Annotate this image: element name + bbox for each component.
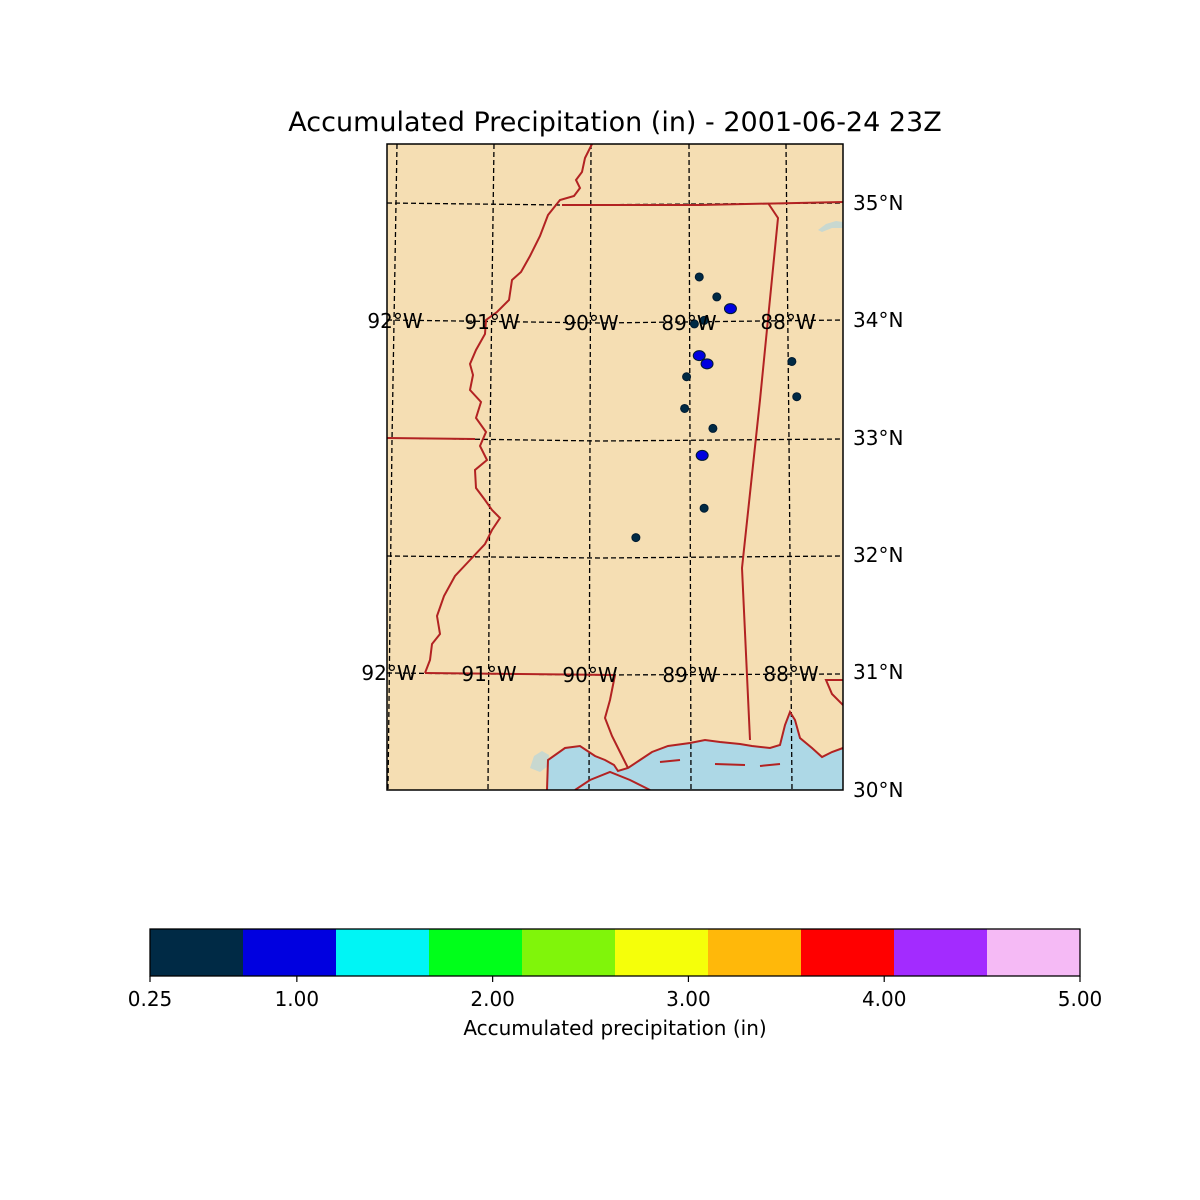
lon-label-90w-upper: 90°W [563,311,618,335]
map-panel: 35°N 34°N 33°N 32°N 31°N 30°N 92°W 91°W … [361,143,903,802]
state-boundaries [387,144,843,790]
colorbar-cell-8 [801,929,895,976]
tennessee-river-water [818,221,843,232]
mississippi-alabama-boundary [740,202,780,741]
colorbar-tick-label-1: 0.25 [128,987,173,1011]
land-area [387,144,843,790]
lat-label-30n: 30°N [853,778,903,802]
precip-cell-13 [792,392,802,402]
lat-label-34n: 34°N [853,308,903,332]
colorbar-frame [149,928,1081,977]
colorbar-cell-6 [615,929,709,976]
colorbar-tick-label-6: 5.00 [1058,987,1103,1011]
lon-label-89w-upper: 89°W [661,311,716,335]
precip-cell-6 [692,350,706,362]
precip-cell-3 [712,292,722,302]
colorbar: 0.25 1.00 2.00 3.00 4.00 5.00 Accumulated pre… [128,928,1103,1040]
tennessee-mississippi-boundary [562,201,843,206]
figure-title: Accumulated Precipitation (in) - 2001-06… [288,107,941,138]
colorbar-cells [150,929,1081,976]
colorbar-ticks: 0.25 1.00 2.00 3.00 4.00 5.00 [128,976,1103,1011]
precip-cell-9 [680,403,690,413]
lake-pontchartrain-water [530,751,549,772]
colorbar-cell-7 [708,929,802,976]
lon-label-91w-lower: 91°W [461,662,516,686]
lon-label-92w-lower: 92°W [361,661,416,685]
lat-label-31n: 31°N [853,660,903,684]
delta-coast [574,770,651,790]
colorbar-cell-2 [243,929,337,976]
pearl-river-boundary [603,674,629,769]
precip-cell-14 [699,503,709,513]
precipitation-cells [631,272,802,543]
precip-cell-5 [689,319,699,329]
arkansas-louisiana-boundary [387,437,476,440]
lon-label-88w-upper: 88°W [760,310,815,334]
longitude-labels-lower: 92°W 91°W 90°W 89°W 88°W [361,661,818,687]
mobile-bay-east-shore [824,679,843,706]
precip-cell-11 [708,423,718,433]
lon-label-90w-lower: 90°W [562,663,617,687]
map-frame [386,143,844,791]
lon-label-92w-upper: 92°W [367,309,422,333]
lat-label-32n: 32°N [853,543,903,567]
gulf-coastline [546,709,843,790]
colorbar-cell-9 [894,929,988,976]
colorbar-cell-5 [522,929,616,976]
lat-label-35n: 35°N [853,191,903,215]
colorbar-tick-label-4: 3.00 [666,987,711,1011]
precip-cell-15 [631,533,641,543]
mississippi-river-boundary [424,144,593,674]
colorbar-tick-label-3: 2.00 [470,987,515,1011]
colorbar-cell-1 [150,929,244,976]
lat-label-33n: 33°N [853,426,903,450]
precip-cell-8 [682,372,692,382]
precip-cell-7 [700,358,714,370]
barrier-islands [659,759,781,767]
colorbar-cell-3 [336,929,430,976]
colorbar-tick-label-5: 4.00 [862,987,907,1011]
precip-cell-10 [695,449,709,461]
colorbar-label: Accumulated precipitation (in) [463,1016,766,1040]
lon-label-91w-upper: 91°W [464,310,519,334]
lon-label-88w-lower: 88°W [763,662,818,686]
precip-cell-1 [694,272,704,282]
longitude-labels-upper: 92°W 91°W 90°W 89°W 88°W [367,309,815,335]
louisiana-31n-boundary [424,672,616,676]
precip-cell-4 [699,315,709,325]
colorbar-tick-label-2: 1.00 [275,987,320,1011]
colorbar-cell-4 [429,929,523,976]
precip-cell-12 [787,356,797,366]
colorbar-cell-10 [987,929,1081,976]
precip-cell-2 [723,303,737,315]
lon-label-89w-lower: 89°W [662,663,717,687]
latitude-labels: 35°N 34°N 33°N 32°N 31°N 30°N [853,191,903,802]
